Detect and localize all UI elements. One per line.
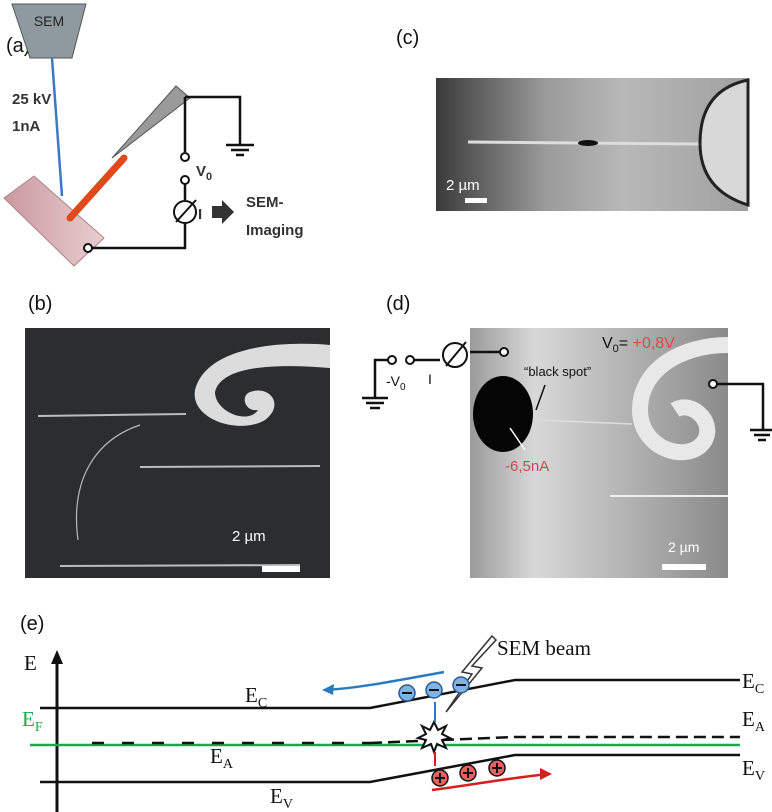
sem-label: SEM bbox=[34, 13, 64, 29]
symbol: E bbox=[22, 707, 35, 731]
band-label-part: E bbox=[210, 744, 223, 768]
terminal bbox=[181, 176, 189, 184]
scale-bar bbox=[465, 198, 487, 203]
bias-symbol: V bbox=[196, 163, 206, 180]
shape bbox=[60, 565, 300, 566]
panel-b: (b) 2 µm bbox=[25, 293, 330, 578]
output-line: Imaging bbox=[246, 222, 304, 239]
excitation bbox=[418, 722, 450, 752]
beam bbox=[52, 58, 62, 196]
band-label-part: C bbox=[755, 682, 764, 697]
output-line: SEM- bbox=[246, 194, 284, 211]
black-spot bbox=[473, 376, 533, 452]
band-label-part: V bbox=[283, 797, 293, 812]
circuit bbox=[92, 97, 254, 248]
bias: -V0 bbox=[386, 373, 406, 393]
panel-a: (a) SEM 25 kV 1nA V0 I SEM- Imaging bbox=[4, 4, 304, 266]
panel-label: (d) bbox=[386, 293, 410, 315]
band-label: EA bbox=[210, 744, 234, 772]
terminal bbox=[84, 244, 92, 252]
band-label-part: A bbox=[223, 757, 234, 772]
hole-path bbox=[432, 774, 548, 790]
conduction-band bbox=[40, 680, 740, 708]
nanowire bbox=[70, 158, 124, 218]
fermi-label: EF bbox=[22, 707, 43, 735]
voltage-symbol: V bbox=[602, 335, 613, 352]
bias-subscript: 0 bbox=[206, 171, 212, 183]
panel-e: (e) E EF EC EA EV EC EA EV SEM beam bbox=[20, 613, 766, 812]
page: {"panel_a": {"label": "(a)", "source": "… bbox=[0, 0, 772, 812]
output-arrow bbox=[212, 200, 234, 224]
panel-label: (b) bbox=[28, 293, 52, 315]
tip bbox=[112, 86, 190, 158]
bias: V0 bbox=[196, 163, 212, 183]
band-label: EV bbox=[270, 784, 293, 812]
arrow-head bbox=[322, 684, 334, 695]
band-labels: EC EA EV EC EA EV bbox=[210, 669, 766, 812]
band-label: EV bbox=[742, 756, 765, 784]
current: -6,5nA bbox=[505, 458, 549, 475]
voltage: 25 kV bbox=[12, 91, 51, 108]
band-label-part: E bbox=[742, 707, 755, 731]
band-label-part: E bbox=[245, 683, 258, 707]
band-label-part: E bbox=[742, 669, 755, 693]
scale-label: 2 µm bbox=[446, 177, 480, 194]
subscript: F bbox=[35, 720, 43, 735]
meter-label: I bbox=[428, 371, 432, 387]
terminal bbox=[181, 153, 189, 161]
band-label-part: V bbox=[755, 769, 765, 784]
arrow-head bbox=[540, 768, 552, 780]
voltage-value: +0,8V bbox=[633, 335, 676, 352]
annotation: “black spot” bbox=[524, 364, 591, 379]
panel-label: (c) bbox=[396, 27, 419, 49]
scale-label: 2 µm bbox=[668, 539, 699, 555]
band-label: EC bbox=[245, 683, 267, 711]
terminal bbox=[709, 380, 717, 388]
band-label-part: E bbox=[270, 784, 283, 808]
scale-bar bbox=[262, 566, 300, 572]
voltage-equals: = bbox=[619, 335, 633, 352]
meter-label: I bbox=[198, 206, 202, 223]
scale-label: 2 µm bbox=[232, 528, 266, 545]
band-label: EC bbox=[742, 669, 764, 697]
bias-symbol: -V bbox=[386, 373, 401, 389]
figure: (a) SEM 25 kV 1nA V0 I SEM- Imaging (c) … bbox=[0, 0, 772, 812]
current: 1nA bbox=[12, 118, 41, 135]
lightning bbox=[446, 636, 496, 712]
shape bbox=[140, 466, 320, 467]
axis-arrow bbox=[51, 650, 63, 664]
terminal bbox=[388, 356, 396, 364]
scale-bar bbox=[662, 564, 706, 570]
panel-label: (e) bbox=[20, 613, 44, 635]
panel-d: (d) -V0 I V0= +0,8V “black spot” -6,5nA … bbox=[362, 293, 772, 578]
band-label-part: C bbox=[258, 696, 267, 711]
panel-c: (c) 2 µm bbox=[396, 27, 748, 211]
terminal bbox=[406, 356, 414, 364]
axis-label: E bbox=[24, 651, 37, 675]
band-label: EA bbox=[742, 707, 766, 735]
spot bbox=[578, 140, 598, 146]
bias-subscript: 0 bbox=[400, 382, 406, 393]
valence-band bbox=[40, 755, 740, 782]
beam-label: SEM beam bbox=[497, 636, 591, 660]
band-label-part: E bbox=[742, 756, 755, 780]
band-label-part: A bbox=[755, 720, 766, 735]
terminal bbox=[500, 348, 508, 356]
